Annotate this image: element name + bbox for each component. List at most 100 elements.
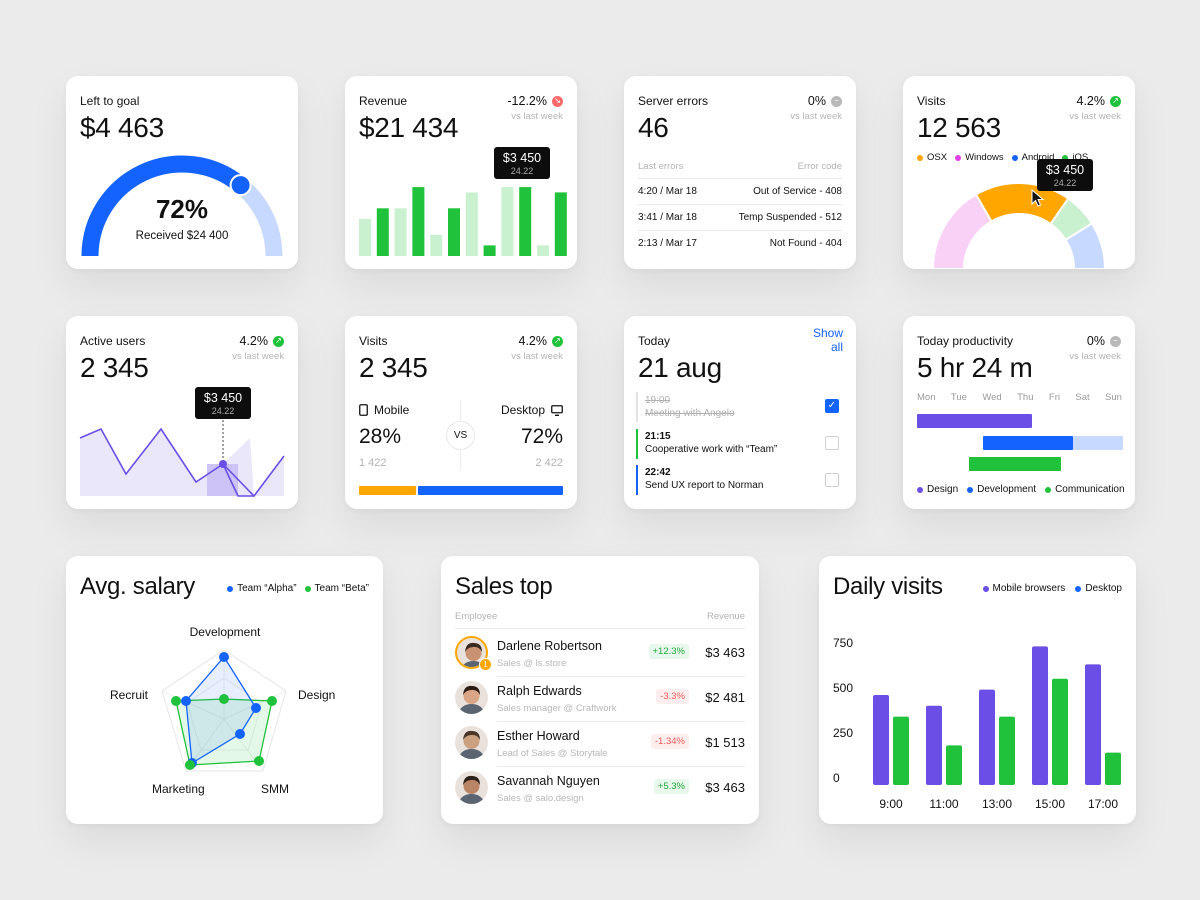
event-checkbox[interactable]: [825, 436, 839, 450]
revenue-bar[interactable]: [501, 187, 514, 256]
chart-tooltip: $3 450 24.22: [494, 147, 550, 179]
legend-item: Mobile browsers: [982, 583, 1065, 594]
gantt-bar-design[interactable]: [917, 414, 1032, 428]
error-row[interactable]: 4:20 / Mar 18 Out of Service - 408: [638, 186, 842, 202]
change-value: -12.2%: [507, 94, 547, 108]
card-title: Left to goal: [80, 94, 140, 108]
donut-segment-android[interactable]: [1064, 222, 1107, 269]
share-bar-mobile: [359, 486, 417, 495]
weekday-label: Sun: [1105, 392, 1122, 403]
employee-role: Lead of Sales @ Storytale: [497, 748, 608, 759]
divider: [638, 178, 842, 179]
radar-axis-label: Design: [298, 688, 336, 702]
revenue-bar[interactable]: [430, 234, 443, 256]
daily-bar[interactable]: [1052, 678, 1068, 785]
card-title: Sales top: [455, 573, 553, 600]
change-caption: vs last week: [232, 351, 284, 362]
change-indicator: 4.2% ↗: [518, 334, 563, 348]
productivity-value: 5 hr 24 m: [917, 352, 1033, 383]
revenue-bar[interactable]: [537, 245, 549, 256]
revenue-bar[interactable]: [394, 208, 407, 256]
event-checkbox-checked[interactable]: ✓: [825, 399, 839, 413]
tooltip-value: $3 450: [1045, 163, 1085, 177]
revenue-bar[interactable]: [519, 187, 532, 256]
legend-item: OSX: [917, 152, 947, 163]
data-point[interactable]: [267, 696, 277, 706]
revenue-value: $21 434: [359, 112, 459, 143]
table-row[interactable]: 1 Darlene Robertson Sales @ ls.store +12…: [455, 634, 745, 674]
error-time: 3:41 / Mar 18: [638, 212, 697, 223]
weekday-label: Tue: [950, 392, 967, 403]
legend-label: Communication: [1055, 484, 1125, 495]
y-tick-label: 500: [833, 681, 853, 695]
data-point[interactable]: [185, 760, 195, 770]
daily-bar[interactable]: [946, 745, 962, 785]
employee-name: Darlene Robertson: [497, 639, 602, 653]
table-row[interactable]: Esther Howard Lead of Sales @ Storytale …: [455, 724, 745, 764]
daily-bar[interactable]: [1032, 646, 1048, 785]
gauge-handle[interactable]: [229, 174, 252, 197]
daily-bar[interactable]: [979, 689, 995, 785]
data-point[interactable]: [181, 696, 191, 706]
revenue-bar[interactable]: [483, 245, 496, 256]
chart-tooltip: $3 450 24.22: [1037, 159, 1093, 191]
legend-item: Desktop: [1075, 583, 1122, 594]
arrow-up-icon: ↗: [552, 335, 563, 347]
data-point[interactable]: [219, 694, 229, 704]
radar-grid: [186, 677, 263, 751]
chart-legend: OSX Windows Android iOS: [917, 152, 1088, 163]
revenue-bar[interactable]: [412, 187, 425, 256]
change-indicator: 4.2% ↗: [240, 334, 284, 348]
event-checkbox[interactable]: [825, 473, 839, 487]
legend-label: Android: [1021, 152, 1055, 163]
data-point[interactable]: [254, 756, 264, 766]
data-point[interactable]: [219, 652, 229, 662]
radar-axis: [161, 690, 225, 720]
gantt-bar-communication[interactable]: [969, 457, 1061, 471]
arrow-down-icon: ↘: [552, 95, 563, 107]
error-row[interactable]: 3:41 / Mar 18 Temp Suspended - 512: [638, 212, 842, 228]
today-card: Today 21 aug Show all 19:00 Meeting with…: [624, 316, 856, 509]
avatar: [455, 681, 488, 714]
daily-bar[interactable]: [999, 716, 1015, 785]
daily-bar[interactable]: [1105, 752, 1121, 785]
legend-label: Design: [927, 484, 959, 495]
os-donut-chart: [931, 182, 1107, 269]
change-value: 0%: [807, 94, 826, 108]
daily-bar[interactable]: [926, 705, 942, 785]
table-col-header: Employee: [455, 611, 498, 622]
desktop-count: 2 422: [535, 457, 563, 469]
revenue-bar[interactable]: [554, 192, 567, 256]
avatar: [455, 726, 488, 759]
revenue-bar[interactable]: [376, 208, 389, 256]
legend-item: Team “Beta”: [304, 583, 369, 594]
show-all-link[interactable]: Show all: [812, 326, 843, 354]
event-marker: [636, 429, 638, 459]
desktop-label-row: Desktop: [501, 403, 563, 417]
revenue-bar[interactable]: [359, 218, 371, 256]
x-tick-label: 9:00: [879, 797, 903, 811]
goal-percent: 72%: [155, 194, 209, 224]
table-row[interactable]: Savannah Nguyen Sales @ salo.design +5.3…: [455, 769, 745, 809]
data-point[interactable]: [251, 703, 261, 713]
revenue-bar[interactable]: [448, 208, 460, 256]
person-photo: [458, 730, 485, 759]
change-value: 4.2%: [518, 334, 548, 348]
daily-bar[interactable]: [873, 695, 889, 785]
table-row[interactable]: Ralph Edwards Sales manager @ Craftwork …: [455, 679, 745, 719]
data-point[interactable]: [219, 460, 227, 468]
daily-bar[interactable]: [893, 716, 909, 785]
error-row[interactable]: 2:13 / Mar 17 Not Found - 404: [638, 238, 842, 254]
legend-item: Communication: [1045, 484, 1125, 495]
cursor-icon: [1031, 189, 1045, 207]
chart-legend: Mobile browsers Desktop: [982, 583, 1122, 594]
phone-icon: [359, 404, 368, 416]
tooltip-date: 24.22: [510, 166, 534, 176]
data-point[interactable]: [235, 729, 245, 739]
data-point[interactable]: [171, 696, 181, 706]
daily-bar[interactable]: [1085, 664, 1101, 785]
legend-label: Team “Alpha”: [237, 583, 297, 594]
revenue-bar[interactable]: [465, 192, 478, 256]
gantt-bar-development[interactable]: [983, 436, 1073, 450]
divider: [497, 766, 745, 767]
